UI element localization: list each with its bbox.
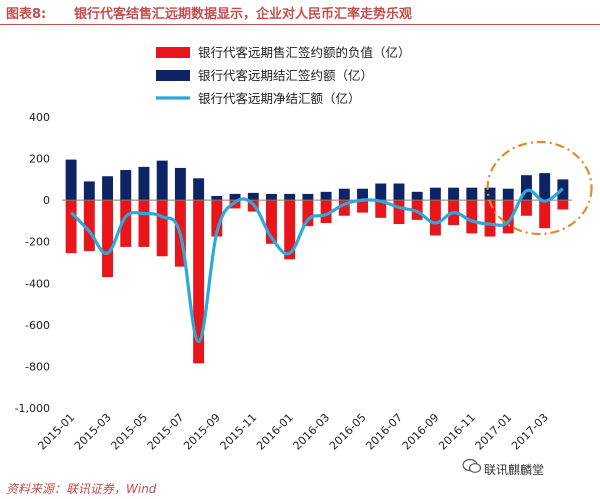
y-tick-label: -1,000 bbox=[15, 402, 50, 415]
bar-sell-negative bbox=[375, 200, 387, 218]
x-tick-label: 2016-07 bbox=[363, 411, 405, 453]
bar-settlement bbox=[284, 193, 296, 201]
bar-settlement bbox=[247, 192, 259, 201]
x-tick-label: 2016-05 bbox=[327, 411, 369, 453]
x-tick-label: 2016-01 bbox=[254, 411, 296, 453]
bar-sell-negative bbox=[484, 200, 496, 237]
bar-sell-negative bbox=[138, 200, 150, 247]
bar-sell-negative bbox=[466, 200, 478, 234]
y-tick-label: -800 bbox=[25, 360, 50, 373]
bar-sell-negative bbox=[156, 200, 168, 257]
bar-sell-negative bbox=[557, 200, 569, 210]
bar-settlement bbox=[466, 187, 478, 201]
net-settlement-line bbox=[69, 187, 564, 344]
x-tick-label: 2015-03 bbox=[72, 411, 114, 453]
x-tick-label: 2017-01 bbox=[473, 411, 515, 453]
bar-settlement bbox=[211, 195, 223, 201]
bar-settlement bbox=[65, 159, 77, 201]
bar-sell-negative bbox=[83, 200, 95, 252]
highlight-ellipse bbox=[486, 140, 593, 236]
bar-settlement bbox=[429, 187, 441, 201]
bar-sell-negative bbox=[211, 200, 223, 237]
bar-settlement bbox=[266, 193, 277, 201]
legend-item-settlement-swatch bbox=[156, 70, 190, 81]
bar-sell-negative bbox=[120, 200, 132, 247]
watermark: 联讯麒麟堂 bbox=[484, 463, 545, 477]
y-tick-label: -200 bbox=[25, 236, 50, 249]
y-tick-label: 400 bbox=[29, 111, 50, 124]
bar-settlement bbox=[484, 187, 496, 201]
bar-sell-negative bbox=[320, 200, 332, 224]
legend-item-net-label: 银行代客远期净结汇额（亿） bbox=[198, 91, 361, 106]
bar-sell-negative bbox=[539, 200, 551, 229]
bar-sell-negative bbox=[284, 200, 296, 260]
y-tick-label: -600 bbox=[25, 319, 50, 332]
bar-settlement bbox=[357, 188, 368, 201]
figure-source: 资料来源：联讯证券，Wind bbox=[6, 482, 157, 496]
legend-item-sell-swatch bbox=[156, 47, 190, 58]
y-tick-label: 200 bbox=[29, 153, 50, 166]
x-tick-label: 2016-03 bbox=[291, 411, 333, 453]
bar-settlement bbox=[138, 166, 150, 201]
figure-title: 银行代客结售汇远期数据显示，企业对人民币汇率走势乐观 bbox=[74, 7, 413, 22]
bar-sell-negative bbox=[65, 200, 77, 254]
bar-settlement bbox=[393, 183, 405, 201]
bar-sell-negative bbox=[357, 200, 368, 213]
bar-sell-negative bbox=[302, 200, 314, 227]
bar-sell-negative bbox=[229, 200, 241, 209]
y-tick-label: -400 bbox=[25, 277, 50, 290]
bar-sell-negative bbox=[502, 200, 514, 234]
x-tick-label: 2017-03 bbox=[509, 411, 551, 453]
bar-settlement bbox=[120, 170, 132, 201]
x-tick-label: 2016-09 bbox=[400, 411, 442, 453]
bar-sell-negative bbox=[521, 200, 532, 216]
figure-label: 图表8: bbox=[6, 7, 47, 22]
figure-header: 图表8: 银行代客结售汇远期数据显示，企业对人民币汇率走势乐观 bbox=[0, 0, 600, 25]
y-tick-label: 0 bbox=[43, 194, 50, 207]
bar-settlement bbox=[156, 160, 168, 201]
bar-sell-negative bbox=[338, 200, 350, 216]
x-tick-label: 2015-09 bbox=[181, 411, 223, 453]
bar-settlement bbox=[521, 175, 532, 201]
bar-settlement bbox=[448, 187, 460, 201]
x-tick-label: 2015-01 bbox=[36, 411, 78, 453]
bar-settlement bbox=[338, 188, 350, 201]
bar-settlement bbox=[83, 181, 95, 201]
bar-sell-negative bbox=[193, 200, 205, 364]
x-tick-label: 2016-11 bbox=[436, 411, 478, 453]
x-tick-label: 2015-05 bbox=[108, 411, 150, 453]
bar-settlement bbox=[502, 188, 514, 201]
bar-settlement bbox=[411, 191, 423, 201]
bar-settlement bbox=[229, 193, 241, 201]
legend-item-settlement-label: 银行代客远期结汇签约额（亿） bbox=[198, 68, 373, 83]
bar-settlement bbox=[102, 176, 113, 201]
bar-sell-negative bbox=[266, 200, 277, 244]
bar-settlement bbox=[302, 193, 314, 201]
legend-item-sell-label: 银行代客远期售汇签约额的负值（亿） bbox=[198, 45, 411, 60]
bar-sell-negative bbox=[393, 200, 405, 225]
bar-settlement bbox=[539, 173, 551, 201]
chart: 4002000-200-400-600-800-1,0002015-012015… bbox=[15, 45, 593, 453]
bar-settlement bbox=[320, 191, 332, 201]
bar-sell-negative bbox=[102, 200, 113, 278]
wechat-icon bbox=[462, 458, 482, 473]
x-tick-label: 2015-11 bbox=[218, 411, 260, 453]
bar-settlement bbox=[193, 178, 205, 201]
bar-sell-negative bbox=[429, 200, 441, 236]
bar-settlement bbox=[174, 167, 186, 201]
bar-settlement bbox=[375, 183, 387, 201]
x-tick-label: 2015-07 bbox=[145, 411, 187, 453]
